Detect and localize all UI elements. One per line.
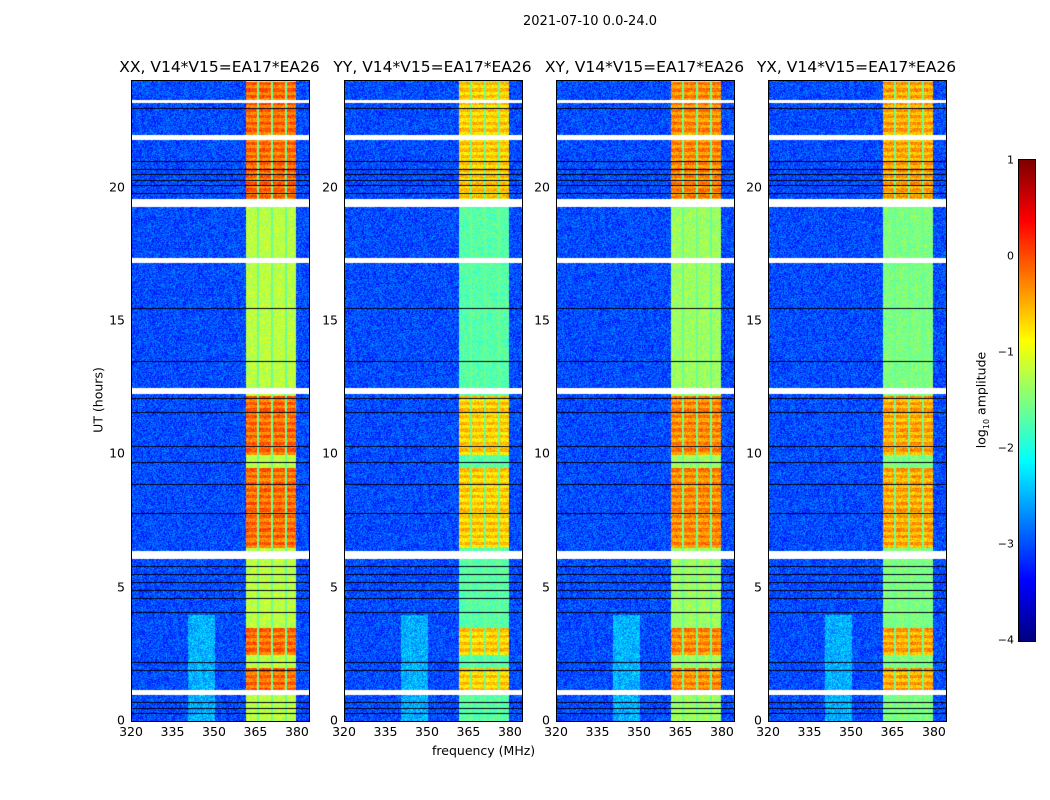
x-tick-label: 380 <box>922 724 946 739</box>
x-tick-label: 350 <box>415 724 439 739</box>
panel-title: YY, V14*V15=EA17*EA26 <box>333 58 532 76</box>
panel-title: YX, V14*V15=EA17*EA26 <box>756 58 957 76</box>
y-tick-label: 0 <box>330 712 338 728</box>
heatmap-panel <box>768 80 947 722</box>
x-tick-label: 320 <box>332 724 356 739</box>
x-tick-label: 350 <box>839 724 863 739</box>
y-tick-label: 10 <box>746 445 762 461</box>
x-tick-label: 320 <box>119 724 143 739</box>
y-tick-label: 20 <box>109 179 125 195</box>
x-tick-label: 335 <box>373 724 398 739</box>
y-tick-label: 0 <box>117 712 125 728</box>
colorbar-label-main: log <box>973 429 989 449</box>
x-tick-label: 320 <box>544 724 568 739</box>
heatmap-panel <box>131 80 310 722</box>
x-tick-label: 365 <box>668 724 693 739</box>
colorbar-label-rest: amplitude <box>973 351 989 419</box>
colorbar-label: log10 amplitude <box>973 352 991 448</box>
y-tick-label: 10 <box>109 445 125 461</box>
colorbar-tick-label: −2 <box>997 441 1014 455</box>
heatmap-panel <box>344 80 523 722</box>
y-axis-label: UT (hours) <box>90 367 106 433</box>
heatmap-panel <box>556 80 735 722</box>
panel-title: XX, V14*V15=EA17*EA26 <box>119 58 320 76</box>
y-tick-label: 15 <box>109 312 125 328</box>
x-tick-label: 380 <box>710 724 734 739</box>
x-tick-label: 335 <box>797 724 822 739</box>
y-tick-label: 0 <box>542 712 550 728</box>
y-tick-label: 15 <box>534 312 550 328</box>
x-tick-label: 335 <box>160 724 185 739</box>
colorbar-tick-label: −4 <box>997 633 1014 647</box>
figure-title: 2021-07-10 0.0-24.0 <box>523 14 657 29</box>
x-tick-label: 380 <box>285 724 309 739</box>
y-tick-label: 5 <box>330 579 338 595</box>
x-tick-label: 380 <box>498 724 522 739</box>
y-tick-label: 20 <box>322 179 338 195</box>
y-tick-label: 15 <box>746 312 762 328</box>
colorbar <box>1018 159 1036 642</box>
y-tick-label: 10 <box>534 445 550 461</box>
x-tick-label: 350 <box>627 724 651 739</box>
y-tick-label: 10 <box>322 445 338 461</box>
colorbar-tick-label: 0 <box>1007 249 1014 263</box>
y-tick-label: 0 <box>754 712 762 728</box>
colorbar-tick-label: 1 <box>1007 153 1014 167</box>
colorbar-label-sub: 10 <box>981 418 991 430</box>
x-axis-label: frequency (MHz) <box>432 743 536 758</box>
x-tick-label: 350 <box>202 724 226 739</box>
x-tick-label: 335 <box>585 724 610 739</box>
colorbar-tick-label: −3 <box>997 537 1014 551</box>
x-tick-label: 320 <box>756 724 780 739</box>
x-tick-label: 365 <box>880 724 905 739</box>
y-tick-label: 20 <box>534 179 550 195</box>
colorbar-tick-label: −1 <box>997 345 1014 359</box>
y-tick-label: 15 <box>322 312 338 328</box>
panel-title: XY, V14*V15=EA17*EA26 <box>544 58 745 76</box>
y-tick-label: 5 <box>542 579 550 595</box>
y-tick-label: 5 <box>754 579 762 595</box>
y-tick-label: 20 <box>746 179 762 195</box>
x-tick-label: 365 <box>243 724 268 739</box>
x-tick-label: 365 <box>456 724 481 739</box>
y-tick-label: 5 <box>117 579 125 595</box>
